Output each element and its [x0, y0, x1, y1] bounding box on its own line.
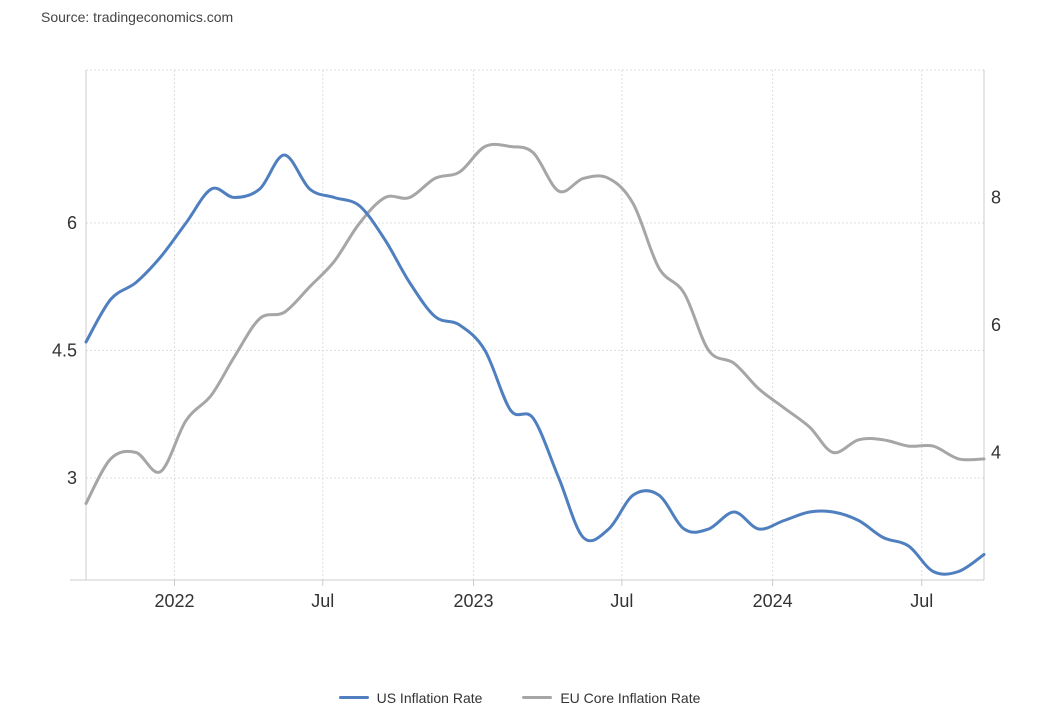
x-tick-label: Jul [910, 591, 933, 611]
line-chart: 3 4.5 6 4 6 8 2022 Jul 2023 Jul 2024 Jul [52, 69, 1001, 611]
series-line-eu-core-inflation [84, 142, 986, 505]
x-tick-label: 2023 [454, 591, 494, 611]
y-right-tick-label: 4 [991, 443, 1001, 463]
y-left-tick-label: 3 [67, 468, 77, 488]
legend-item-eu[interactable]: EU Core Inflation Rate [522, 690, 700, 706]
x-tick-label: Jul [610, 591, 633, 611]
grid [86, 69, 984, 580]
source-label: Source: tradingeconomics.com [41, 9, 234, 25]
series-line-us-inflation [84, 153, 986, 576]
y-right-tick-label: 8 [991, 188, 1001, 208]
legend-label-eu: EU Core Inflation Rate [560, 689, 701, 706]
legend-swatch-eu [522, 696, 553, 699]
axes: 3 4.5 6 4 6 8 2022 Jul 2023 Jul 2024 Jul [52, 70, 1001, 611]
x-tick-label: 2024 [753, 591, 793, 611]
x-tick-label: 2022 [154, 591, 194, 611]
legend-label-us: US Inflation Rate [376, 689, 483, 706]
y-right-tick-label: 6 [991, 315, 1001, 335]
y-left-tick-label: 4.5 [52, 341, 77, 361]
legend-item-us[interactable]: US Inflation Rate [338, 689, 483, 706]
series-layer [84, 142, 986, 576]
legend-swatch-us [338, 696, 369, 699]
x-tick-label: Jul [311, 591, 334, 611]
legend: US Inflation Rate EU Core Inflation Rate [0, 686, 1039, 706]
y-left-tick-label: 6 [67, 213, 77, 233]
